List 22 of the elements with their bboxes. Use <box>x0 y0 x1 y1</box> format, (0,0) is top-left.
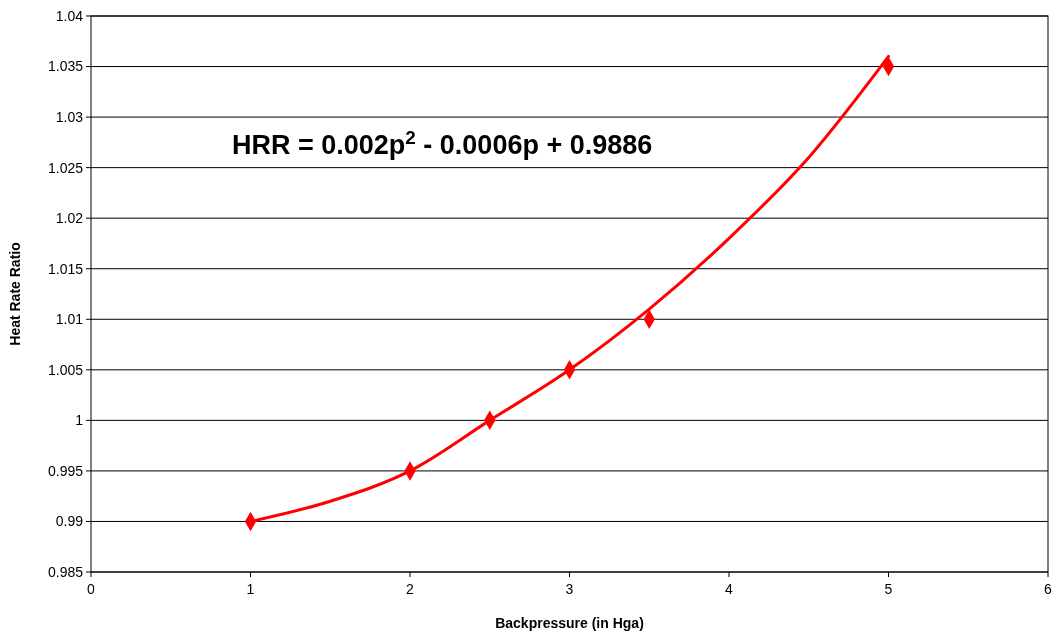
y-tick-label: 1.03 <box>55 108 84 125</box>
annotation: HRR = 0.002p$^{2}$ - 0.0006p + 0.9886 <box>232 126 653 160</box>
x-tick-label: 1 <box>246 581 255 597</box>
y-tick-label: 1.04 <box>55 7 84 24</box>
y-tick-label: 0.985 <box>47 563 84 580</box>
x-axis-title: Backpressure (in Hga) <box>495 615 644 631</box>
y-tick-label: 1.01 <box>55 311 84 328</box>
x-tick-label: 5 <box>884 581 893 597</box>
x-tick-label: 2 <box>406 581 415 597</box>
y-tick-label: 1.005 <box>47 361 84 378</box>
x-tick-label: 0 <box>87 581 96 597</box>
y-tick-label: 1.025 <box>47 159 84 176</box>
y-axis-title: Heat Rate Ratio <box>7 242 23 346</box>
y-tick-label: 0.99 <box>55 513 84 530</box>
y-tick-label: 1.035 <box>47 58 84 75</box>
x-tick-label: 3 <box>565 581 574 597</box>
y-tick-label: 1.02 <box>55 210 84 227</box>
y-tick-label: 0.995 <box>47 462 84 479</box>
x-tick-label: 6 <box>1044 581 1052 597</box>
y-tick-label: 1 <box>75 412 84 429</box>
x-tick-label: 4 <box>725 581 734 597</box>
y-tick-label: 1.015 <box>47 260 84 277</box>
